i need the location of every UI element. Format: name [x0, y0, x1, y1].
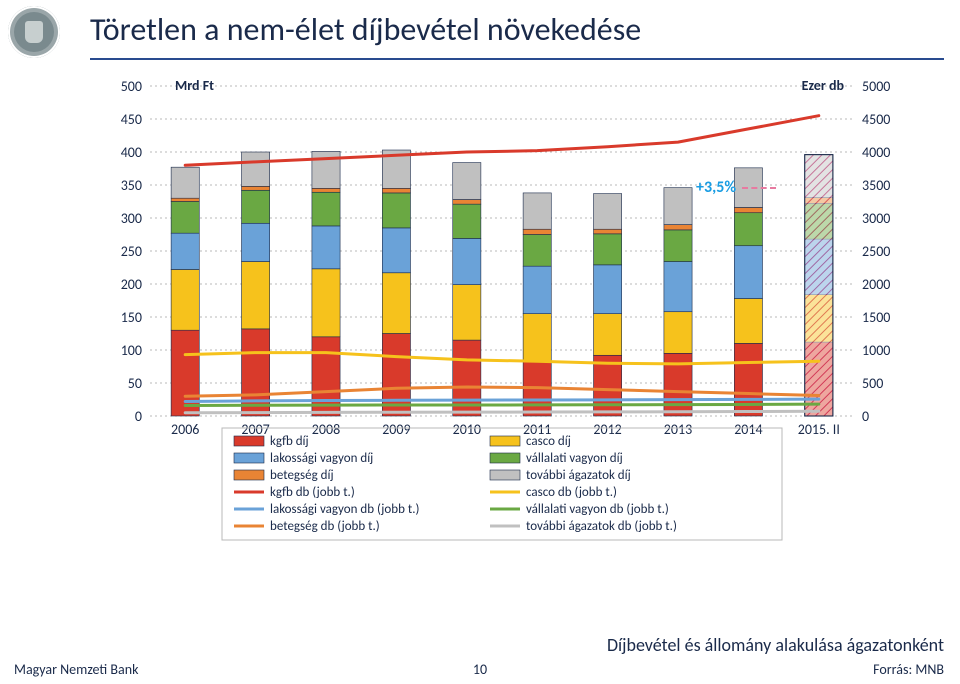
svg-text:2008: 2008	[312, 421, 340, 438]
svg-text:50: 50	[128, 375, 142, 392]
svg-text:450: 450	[121, 111, 142, 128]
svg-text:casco db (jobb t.): casco db (jobb t.)	[526, 485, 617, 500]
stacked-bar-line-chart: 0501001502002503003504004505000500100015…	[92, 78, 912, 558]
svg-text:4500: 4500	[862, 111, 890, 128]
svg-text:200: 200	[121, 276, 142, 293]
svg-text:500: 500	[862, 375, 883, 392]
svg-text:betegség db (jobb t.): betegség db (jobb t.)	[270, 519, 380, 534]
svg-text:300: 300	[121, 210, 142, 227]
svg-text:Mrd Ft: Mrd Ft	[175, 78, 214, 94]
svg-text:betegség díj: betegség díj	[270, 468, 334, 483]
svg-text:3000: 3000	[862, 210, 890, 227]
footer-source: Forrás: MNB	[873, 661, 944, 678]
svg-text:kgfb díj: kgfb díj	[270, 434, 309, 449]
svg-text:5000: 5000	[862, 78, 890, 95]
title-rule	[90, 58, 944, 60]
svg-text:lakossági vagyon díj: lakossági vagyon díj	[270, 451, 373, 466]
svg-text:150: 150	[121, 309, 142, 326]
svg-text:0: 0	[862, 408, 869, 425]
svg-text:2012: 2012	[593, 421, 621, 438]
svg-text:Ezer db: Ezer db	[802, 78, 845, 94]
svg-text:casco díj: casco díj	[526, 434, 571, 449]
logo-badge	[8, 6, 60, 58]
svg-text:vállalati vagyon db (jobb t.): vállalati vagyon db (jobb t.)	[526, 502, 669, 517]
growth-annotation: +3,5%	[696, 178, 776, 197]
svg-text:250: 250	[121, 243, 142, 260]
svg-text:2015. II: 2015. II	[798, 421, 840, 438]
svg-text:2000: 2000	[862, 276, 890, 293]
svg-text:1500: 1500	[862, 309, 890, 326]
svg-text:2014: 2014	[734, 421, 762, 438]
svg-text:2500: 2500	[862, 243, 890, 260]
svg-text:2010: 2010	[453, 421, 481, 438]
svg-text:3500: 3500	[862, 177, 890, 194]
svg-text:további ágazatok db (jobb t.): további ágazatok db (jobb t.)	[526, 519, 677, 534]
svg-text:400: 400	[121, 144, 142, 161]
svg-text:2009: 2009	[382, 421, 410, 438]
svg-text:2013: 2013	[664, 421, 692, 438]
footer-page-number: 10	[0, 661, 960, 678]
growth-value: +3,5%	[696, 178, 736, 197]
svg-text:további ágazatok díj: további ágazatok díj	[526, 468, 631, 483]
svg-text:350: 350	[121, 177, 142, 194]
svg-text:kgfb db (jobb t.): kgfb db (jobb t.)	[270, 485, 355, 500]
svg-text:4000: 4000	[862, 144, 890, 161]
svg-text:lakossági vagyon db (jobb t.): lakossági vagyon db (jobb t.)	[270, 502, 419, 517]
chart-subtitle: Díjbevétel és állomány alakulása ágazato…	[607, 634, 944, 656]
svg-text:0: 0	[135, 408, 142, 425]
svg-text:100: 100	[121, 342, 142, 359]
svg-text:2006: 2006	[171, 421, 199, 438]
page-title: Töretlen a nem-élet díjbevétel növekedés…	[90, 10, 641, 49]
svg-text:2007: 2007	[241, 421, 269, 438]
svg-text:1000: 1000	[862, 342, 890, 359]
svg-text:vállalati vagyon díj: vállalati vagyon díj	[526, 451, 623, 466]
chart-container: 0501001502002503003504004505000500100015…	[92, 78, 912, 558]
svg-text:500: 500	[121, 78, 142, 95]
